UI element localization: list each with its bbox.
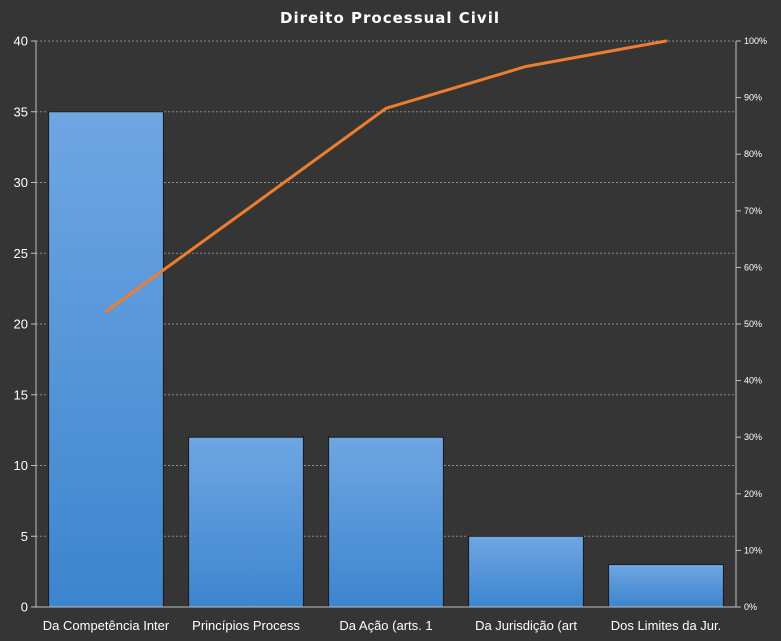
y-tick-label: 35 [14, 104, 28, 119]
x-tick-label: Dos Limites da Jur. [611, 618, 722, 633]
cumulative-line-layer [104, 39, 668, 314]
y-tick-label: 5 [21, 529, 28, 544]
y2-tick-label: 50% [744, 319, 762, 329]
bars [48, 111, 724, 608]
bar [188, 436, 304, 608]
axes [31, 40, 741, 608]
y2-tick-label: 100% [744, 36, 767, 46]
x-tick-label: Da Competência Inter [43, 618, 170, 633]
y-tick-label: 40 [14, 34, 28, 49]
tick-labels: 0 5 10 15 20 25 30 35 40 0% 10% 20% 30% 40% 50% 60% 70% 8… [14, 34, 768, 634]
y2-tick-label: 60% [744, 262, 762, 272]
bar [328, 436, 444, 608]
y-tick-label: 10 [14, 458, 28, 473]
y-tick-label: 15 [14, 387, 28, 402]
chart-title: Direito Processual Civil [280, 9, 500, 27]
y-tick-label: 20 [14, 317, 28, 332]
bar [608, 564, 724, 608]
x-tick-label: Da Ação (arts. 1 [339, 618, 432, 633]
y-tick-label: 0 [21, 600, 28, 615]
cumulative-percent-line [104, 39, 668, 314]
bar [468, 535, 584, 608]
x-tick-label: Princípios Process [192, 618, 300, 633]
y2-tick-label: 80% [744, 149, 762, 159]
bar [48, 111, 164, 608]
y2-tick-label: 20% [744, 489, 762, 499]
y2-tick-label: 0% [744, 602, 757, 612]
y-tick-label: 30 [14, 175, 28, 190]
y-tick-label: 25 [14, 246, 28, 261]
x-tick-label: Da Jurisdição (art [475, 618, 577, 633]
y2-tick-label: 70% [744, 206, 762, 216]
y2-tick-label: 30% [744, 432, 762, 442]
y2-tick-label: 10% [744, 545, 762, 555]
y2-tick-label: 90% [744, 93, 762, 103]
y2-tick-label: 40% [744, 376, 762, 386]
